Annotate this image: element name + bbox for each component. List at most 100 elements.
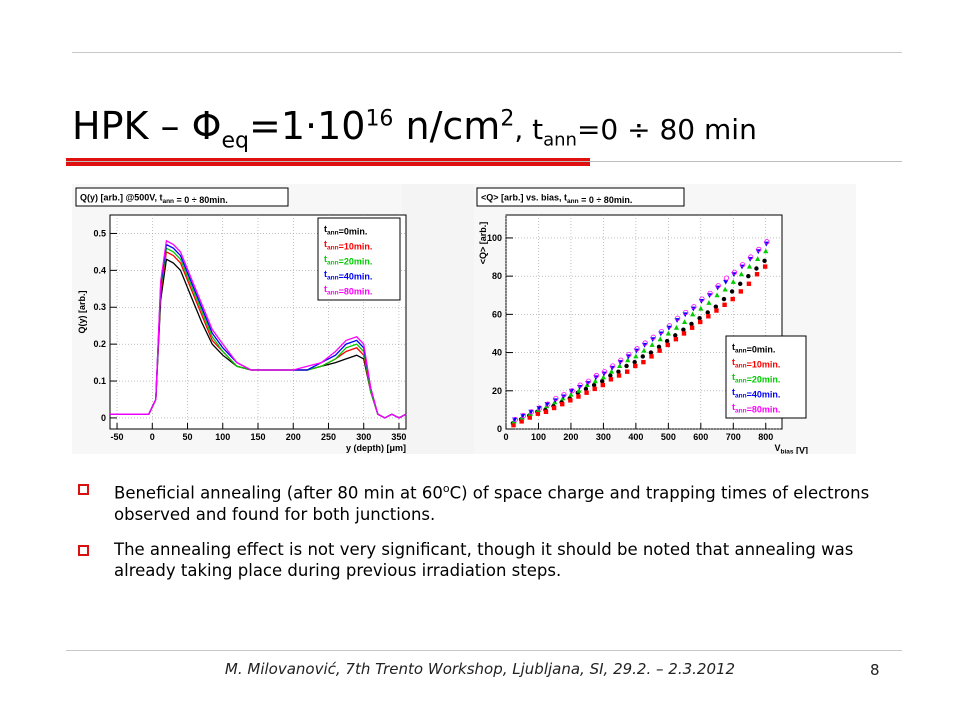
page-number: 8 bbox=[870, 661, 880, 679]
data-point bbox=[730, 279, 736, 284]
data-point bbox=[633, 353, 639, 359]
data-point bbox=[535, 411, 541, 416]
data-point bbox=[608, 373, 613, 378]
data-point bbox=[665, 342, 670, 348]
x-tick-label: 100 bbox=[531, 432, 546, 442]
data-point bbox=[641, 359, 646, 365]
data-point bbox=[584, 390, 589, 395]
data-point bbox=[593, 372, 600, 379]
x-tick-label: 200 bbox=[286, 432, 301, 442]
y-tick-label: 0 bbox=[101, 413, 106, 423]
chart-title-box bbox=[476, 187, 685, 207]
bullet-item: The annealing effect is not very signifi… bbox=[72, 539, 872, 581]
data-point bbox=[576, 394, 581, 399]
y-tick-label: 40 bbox=[492, 348, 502, 358]
data-point bbox=[681, 331, 687, 336]
data-point bbox=[592, 386, 597, 392]
data-point bbox=[681, 319, 688, 324]
y-tick-label: 0.2 bbox=[93, 339, 106, 349]
data-point bbox=[657, 336, 663, 342]
data-point bbox=[568, 398, 573, 403]
x-tick-label: 0 bbox=[503, 432, 508, 442]
bullet-text: Beneficial annealing (after 80 min at 60… bbox=[114, 482, 870, 524]
data-point bbox=[656, 344, 662, 350]
x-tick-label: 500 bbox=[661, 432, 676, 442]
x-axis-label: Vbias [V] bbox=[774, 443, 808, 454]
data-point bbox=[657, 348, 662, 353]
y-tick-label: 80 bbox=[492, 271, 502, 281]
data-point bbox=[545, 401, 551, 407]
x-tick-label: 800 bbox=[758, 432, 773, 442]
bullet-text: The annealing effect is not very signifi… bbox=[114, 539, 854, 580]
chart-title: Q(y) [arb.] @500V, tann = 0 ÷ 80min. bbox=[80, 193, 228, 206]
data-point bbox=[527, 415, 532, 420]
data-point bbox=[650, 334, 656, 340]
data-point bbox=[577, 382, 583, 388]
data-point bbox=[762, 264, 768, 269]
data-point bbox=[648, 350, 654, 355]
x-tick-label: 700 bbox=[726, 432, 741, 442]
data-point bbox=[626, 351, 632, 358]
data-point bbox=[683, 309, 689, 316]
y-axis-label: Q(y) [arb.] bbox=[77, 290, 87, 333]
chart-title-box bbox=[75, 187, 289, 207]
legend-entry: tann=40min. bbox=[324, 269, 372, 282]
data-point bbox=[600, 374, 607, 380]
y-tick-label: 0.1 bbox=[93, 376, 106, 386]
data-point bbox=[754, 272, 760, 277]
y-tick-label: 0.3 bbox=[93, 302, 106, 312]
y-tick-label: 0 bbox=[497, 424, 502, 434]
data-point bbox=[543, 409, 549, 415]
data-point bbox=[755, 256, 761, 261]
data-point bbox=[730, 296, 735, 302]
data-point bbox=[649, 342, 655, 347]
data-point bbox=[520, 413, 527, 419]
x-tick-label: 600 bbox=[693, 432, 708, 442]
top-divider bbox=[72, 52, 902, 53]
data-point bbox=[666, 323, 673, 329]
data-point bbox=[722, 286, 728, 292]
data-point bbox=[519, 419, 524, 424]
y-axis-label: <Q> [arb.] bbox=[478, 222, 488, 265]
legend-box bbox=[317, 217, 401, 301]
data-point bbox=[764, 239, 770, 245]
data-point bbox=[748, 254, 754, 260]
data-point bbox=[698, 305, 704, 311]
x-tick-label: -50 bbox=[111, 432, 124, 442]
footer-text: M. Milovanović, 7th Trento Workshop, Lju… bbox=[224, 660, 736, 678]
bullet-square-icon bbox=[78, 484, 89, 495]
data-point bbox=[569, 388, 575, 394]
data-point bbox=[511, 422, 516, 428]
x-axis-label: y (depth) [μm] bbox=[346, 443, 406, 453]
x-tick-label: 50 bbox=[183, 432, 193, 442]
data-point bbox=[592, 378, 598, 384]
legend-entry: tann=80min. bbox=[324, 284, 372, 297]
charts-svg: -50 0 50 100 150 200 250 300 35000.10.20.30.40.5… bbox=[72, 184, 856, 454]
data-point bbox=[561, 392, 567, 398]
legend-entry: tann=40min. bbox=[732, 387, 780, 400]
x-tick-label: 150 bbox=[250, 432, 265, 442]
data-point bbox=[697, 315, 702, 321]
data-point bbox=[713, 304, 719, 309]
data-point bbox=[731, 269, 738, 275]
data-point bbox=[624, 369, 630, 374]
data-point bbox=[658, 328, 665, 335]
data-point bbox=[699, 296, 705, 302]
data-point bbox=[707, 290, 713, 296]
data-point bbox=[617, 363, 623, 368]
chart-2: 0 100 200 300 400 500 600 700 800020406080100<Q>… bbox=[474, 184, 856, 454]
data-point bbox=[640, 354, 645, 359]
bullet-item: Beneficial annealing (after 80 min at 60… bbox=[72, 478, 872, 525]
data-point bbox=[762, 258, 767, 264]
data-point bbox=[568, 391, 574, 397]
data-point bbox=[665, 330, 671, 336]
data-point bbox=[729, 289, 735, 294]
data-point bbox=[714, 292, 720, 298]
data-point bbox=[583, 386, 589, 392]
x-tick-label: 400 bbox=[628, 432, 643, 442]
data-point bbox=[608, 377, 614, 382]
data-point bbox=[553, 395, 559, 402]
legend-entry: tann=20min. bbox=[324, 254, 372, 267]
data-point bbox=[576, 387, 582, 393]
x-tick-label: 0 bbox=[150, 432, 155, 442]
